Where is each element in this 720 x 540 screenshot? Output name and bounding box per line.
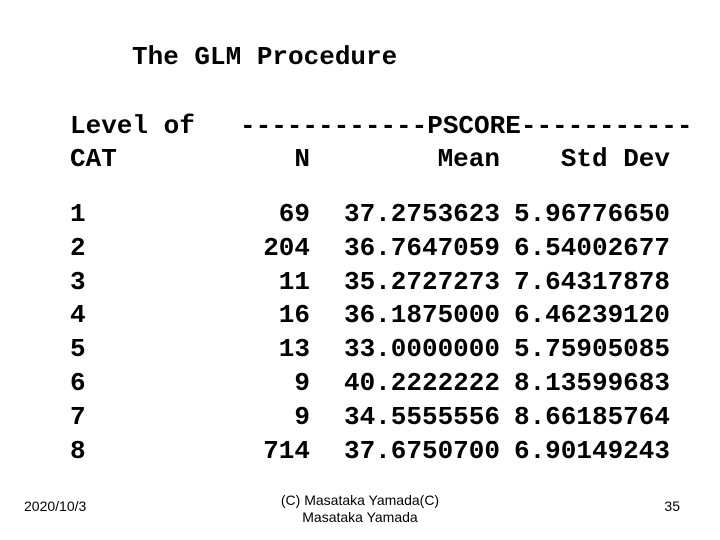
cell-n: 16 — [210, 299, 310, 333]
cell-mean: 34.5555556 — [310, 401, 500, 435]
cell-sd: 8.66185764 — [500, 401, 670, 435]
cell-n: 714 — [210, 435, 310, 469]
footer-page-number: 35 — [664, 498, 680, 514]
cell-n: 69 — [210, 198, 310, 232]
header-row-1: Level of ------------PSCORE----------- — [70, 110, 670, 143]
header-level-of: Level of — [70, 110, 195, 143]
cell-cat: 4 — [70, 299, 210, 333]
table-row: 7 9 34.5555556 8.66185764 — [70, 401, 670, 435]
cell-cat: 8 — [70, 435, 210, 469]
cell-mean: 33.0000000 — [310, 333, 500, 367]
table-row: 5 13 33.0000000 5.75905085 — [70, 333, 670, 367]
table-row: 2 204 36.7647059 6.54002677 — [70, 232, 670, 266]
footer-copyright: (C) Masataka Yamada(C) Masataka Yamada — [0, 492, 720, 526]
cell-mean: 35.2727273 — [310, 266, 500, 300]
cell-sd: 6.90149243 — [500, 435, 670, 469]
cell-n: 11 — [210, 266, 310, 300]
cell-cat: 5 — [70, 333, 210, 367]
header-row-2: CAT N Mean Std Dev — [70, 143, 670, 176]
cell-sd: 5.96776650 — [500, 198, 670, 232]
cell-mean: 37.2753623 — [310, 198, 500, 232]
cell-n: 204 — [210, 232, 310, 266]
table-row: 1 69 37.2753623 5.96776650 — [70, 198, 670, 232]
slide: The GLM Procedure Level of ------------P… — [0, 0, 720, 540]
procedure-title: The GLM Procedure — [132, 42, 397, 72]
cell-mean: 40.2222222 — [310, 367, 500, 401]
cell-mean: 37.6750700 — [310, 435, 500, 469]
cell-cat: 3 — [70, 266, 210, 300]
cell-cat: 2 — [70, 232, 210, 266]
header-pscore-banner: ------------PSCORE----------- — [240, 110, 670, 143]
cell-mean: 36.7647059 — [310, 232, 500, 266]
header-n: N — [210, 143, 310, 176]
header-blank-n — [195, 110, 240, 143]
header-mean: Mean — [310, 143, 500, 176]
cell-n: 9 — [210, 401, 310, 435]
cell-cat: 7 — [70, 401, 210, 435]
cell-sd: 7.64317878 — [500, 266, 670, 300]
cell-n: 13 — [210, 333, 310, 367]
table-row: 3 11 35.2727273 7.64317878 — [70, 266, 670, 300]
cell-sd: 6.46239120 — [500, 299, 670, 333]
table-row: 6 9 40.2222222 8.13599683 — [70, 367, 670, 401]
header-cat: CAT — [70, 143, 210, 176]
cell-mean: 36.1875000 — [310, 299, 500, 333]
cell-sd: 6.54002677 — [500, 232, 670, 266]
table-row: 8 714 37.6750700 6.90149243 — [70, 435, 670, 469]
cell-cat: 6 — [70, 367, 210, 401]
table-header: Level of ------------PSCORE----------- C… — [70, 110, 670, 177]
footer-copyright-line1: (C) Masataka Yamada(C) — [281, 492, 439, 508]
header-stddev: Std Dev — [500, 143, 670, 176]
cell-cat: 1 — [70, 198, 210, 232]
cell-sd: 8.13599683 — [500, 367, 670, 401]
footer-copyright-line2: Masataka Yamada — [302, 509, 417, 525]
cell-n: 9 — [210, 367, 310, 401]
cell-sd: 5.75905085 — [500, 333, 670, 367]
table-body: 1 69 37.2753623 5.96776650 2 204 36.7647… — [70, 198, 670, 468]
table-row: 4 16 36.1875000 6.46239120 — [70, 299, 670, 333]
